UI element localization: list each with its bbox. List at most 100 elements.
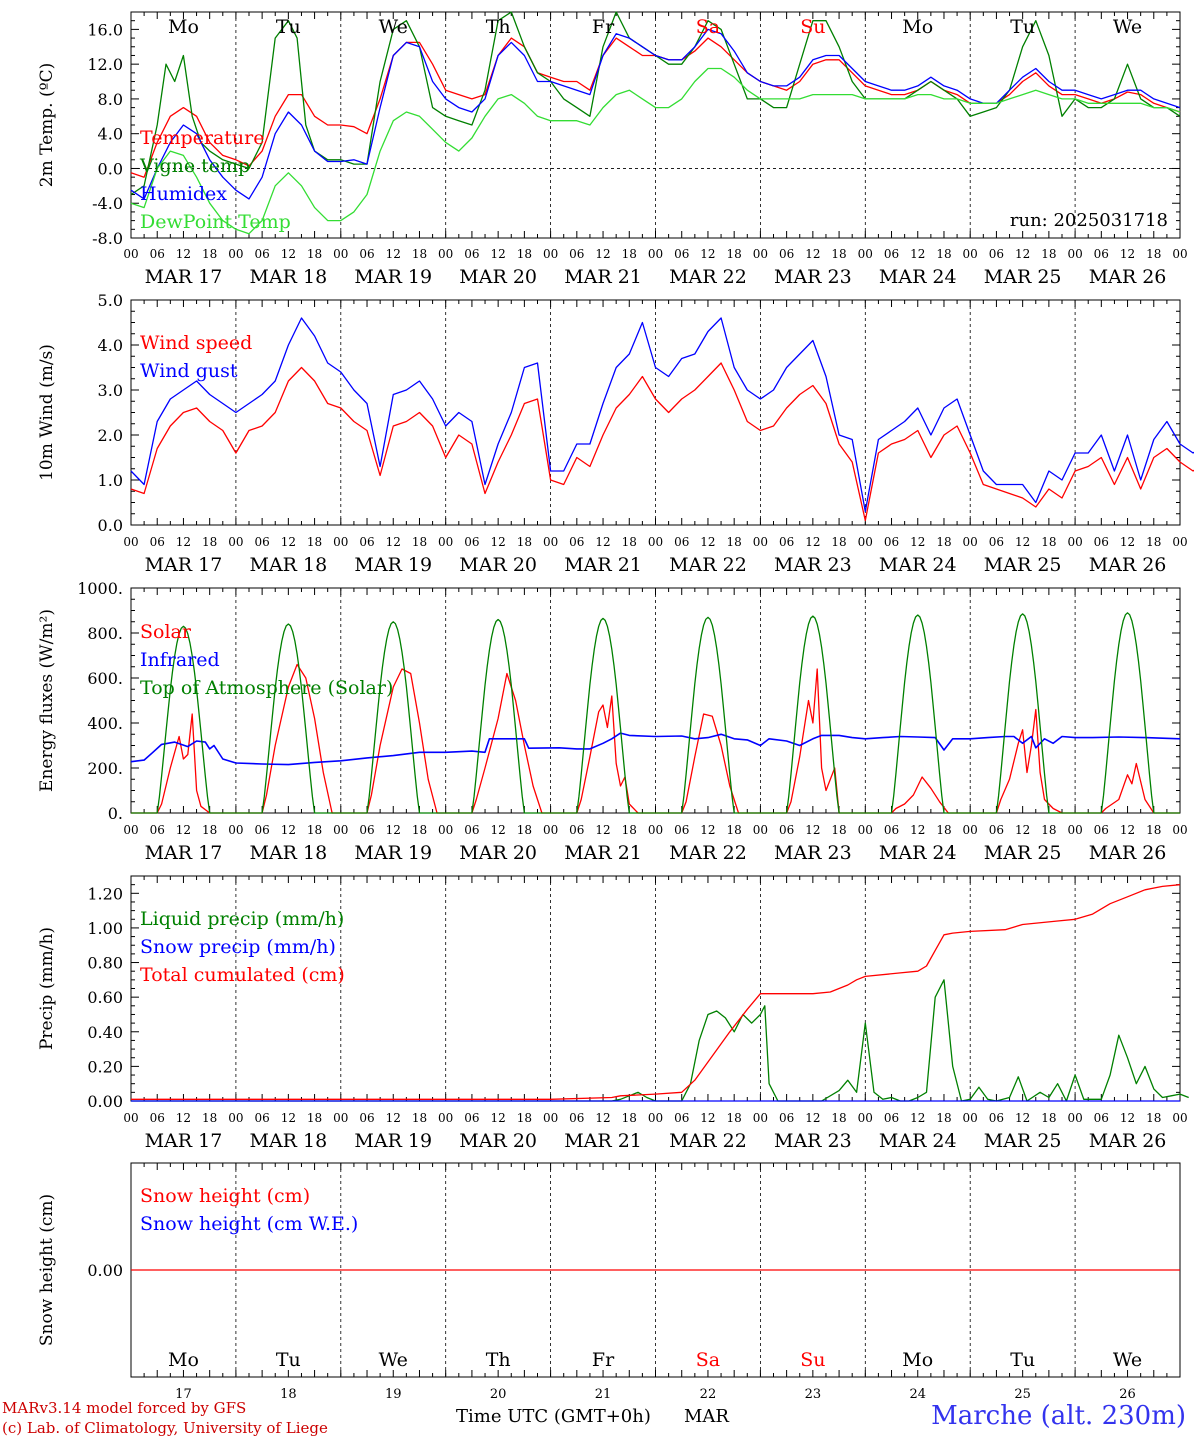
y-tick-label: 600. [87,669,123,688]
hour-tick-label: 18 [412,247,427,261]
hour-tick-label: 12 [910,1111,925,1125]
weekday-label: Sa [696,16,720,38]
legend-entry: Temperature [140,127,264,149]
hour-tick-label: 00 [123,1111,138,1125]
hour-tick-label: 06 [884,1111,899,1125]
hour-tick-label: 00 [753,247,768,261]
hour-tick-label: 06 [569,1111,584,1125]
date-label: MAR 19 [354,266,432,288]
hour-tick-label: 18 [1146,247,1161,261]
hour-tick-label: 12 [491,247,506,261]
series-humidex [130,28,1181,200]
hour-tick-label: 06 [884,823,899,837]
plot-frame [130,587,1181,814]
y-axis-label: Energy fluxes (W/m²) [37,609,57,792]
hour-tick-label: 06 [989,1111,1004,1125]
date-label: MAR 19 [354,842,432,864]
weekday-label: We [1113,16,1142,38]
day-number-label: 18 [280,1387,297,1400]
y-tick-label: 1.0 [98,471,123,490]
hour-tick-label: 12 [1120,535,1135,549]
hour-tick-label: 12 [491,823,506,837]
hour-tick-label: 12 [595,823,610,837]
hour-tick-label: 12 [281,247,296,261]
date-label: MAR 19 [354,554,432,576]
hour-tick-label: 06 [674,1111,689,1125]
hour-tick-label: 06 [359,535,374,549]
hour-tick-label: 12 [491,1111,506,1125]
hour-tick-label: 00 [543,1111,558,1125]
hour-tick-label: 06 [779,535,794,549]
hour-tick-label: 00 [1067,247,1082,261]
legend-entry: Wind gust [140,360,238,382]
hour-tick-label: 00 [963,1111,978,1125]
hour-tick-label: 00 [543,535,558,549]
hour-tick-label: 00 [333,1111,348,1125]
weekday-label: Mo [168,16,199,38]
hour-tick-label: 00 [1067,1111,1082,1125]
date-label: MAR 18 [249,1130,327,1152]
hour-tick-label: 18 [1146,823,1161,837]
hour-tick-label: 12 [281,1111,296,1125]
y-axis-label: Snow height (cm) [37,1194,57,1346]
hour-tick-label: 18 [831,247,846,261]
date-label: MAR 20 [459,842,537,864]
hour-tick-label: 12 [281,535,296,549]
y-tick-label: 400. [87,714,123,733]
day-number-label: 19 [385,1387,402,1400]
series-solar [131,663,1180,814]
date-label: MAR 17 [145,842,223,864]
y-axis-label: Precip (mm/h) [37,927,57,1050]
hour-tick-label: 18 [936,247,951,261]
hour-tick-label: 18 [412,823,427,837]
hour-tick-label: 00 [1172,1111,1187,1125]
y-tick-label: 0.80 [87,954,123,973]
hour-tick-label: 18 [622,247,637,261]
hour-tick-label: 12 [595,247,610,261]
station-label: Marche (alt. 230m) [931,1401,1186,1431]
hour-tick-label: 06 [989,823,1004,837]
weekday-label: Tu [1010,16,1035,38]
hour-tick-label: 06 [674,247,689,261]
series-top-of-atmosphere-solar- [131,612,1180,814]
meteogram-chart: -8.0 -4.0 0.0 4.0 8.0 12.0 16.0 2m Temp. (ºC) Te… [37,11,1194,1400]
hour-tick-label: 00 [753,535,768,549]
y-tick-label: 800. [87,624,123,643]
hour-tick-label: 00 [858,1111,873,1125]
hour-tick-label: 00 [648,823,663,837]
hour-tick-label: 00 [543,823,558,837]
hour-tick-label: 18 [1041,823,1056,837]
hour-tick-label: 06 [569,247,584,261]
y-tick-label: 5.0 [98,291,123,310]
hour-tick-label: 00 [123,535,138,549]
hour-tick-label: 18 [202,247,217,261]
hour-tick-label: 18 [936,823,951,837]
date-label: MAR 20 [459,554,537,576]
date-label: MAR 20 [459,266,537,288]
y-tick-label: 1000. [77,579,123,598]
hour-tick-label: 00 [438,823,453,837]
y-tick-label: 3.0 [98,381,123,400]
date-label: MAR 24 [879,1130,957,1152]
hour-tick-label: 06 [989,535,1004,549]
hour-tick-label: 06 [569,535,584,549]
day-number-label: 23 [805,1387,822,1400]
hour-tick-label: 12 [1120,823,1135,837]
date-label: MAR 26 [1089,842,1167,864]
hour-tick-label: 12 [910,247,925,261]
weekday-label: Th [486,16,511,38]
y-tick-label: 0.0 [98,159,123,178]
y-tick-label: 4.0 [98,336,123,355]
hour-tick-label: 12 [176,247,191,261]
y-axis-label: 2m Temp. (ºC) [37,63,57,188]
hour-tick-label: 06 [1094,1111,1109,1125]
hour-tick-label: 00 [333,247,348,261]
hour-tick-label: 06 [779,823,794,837]
day-number-label: 24 [909,1387,926,1400]
hour-tick-label: 12 [386,823,401,837]
hour-tick-label: 18 [1041,247,1056,261]
legend-entry: DewPoint Temp [140,211,291,233]
hour-tick-label: 18 [727,823,742,837]
hour-tick-label: 12 [1120,1111,1135,1125]
hour-tick-label: 00 [228,1111,243,1125]
